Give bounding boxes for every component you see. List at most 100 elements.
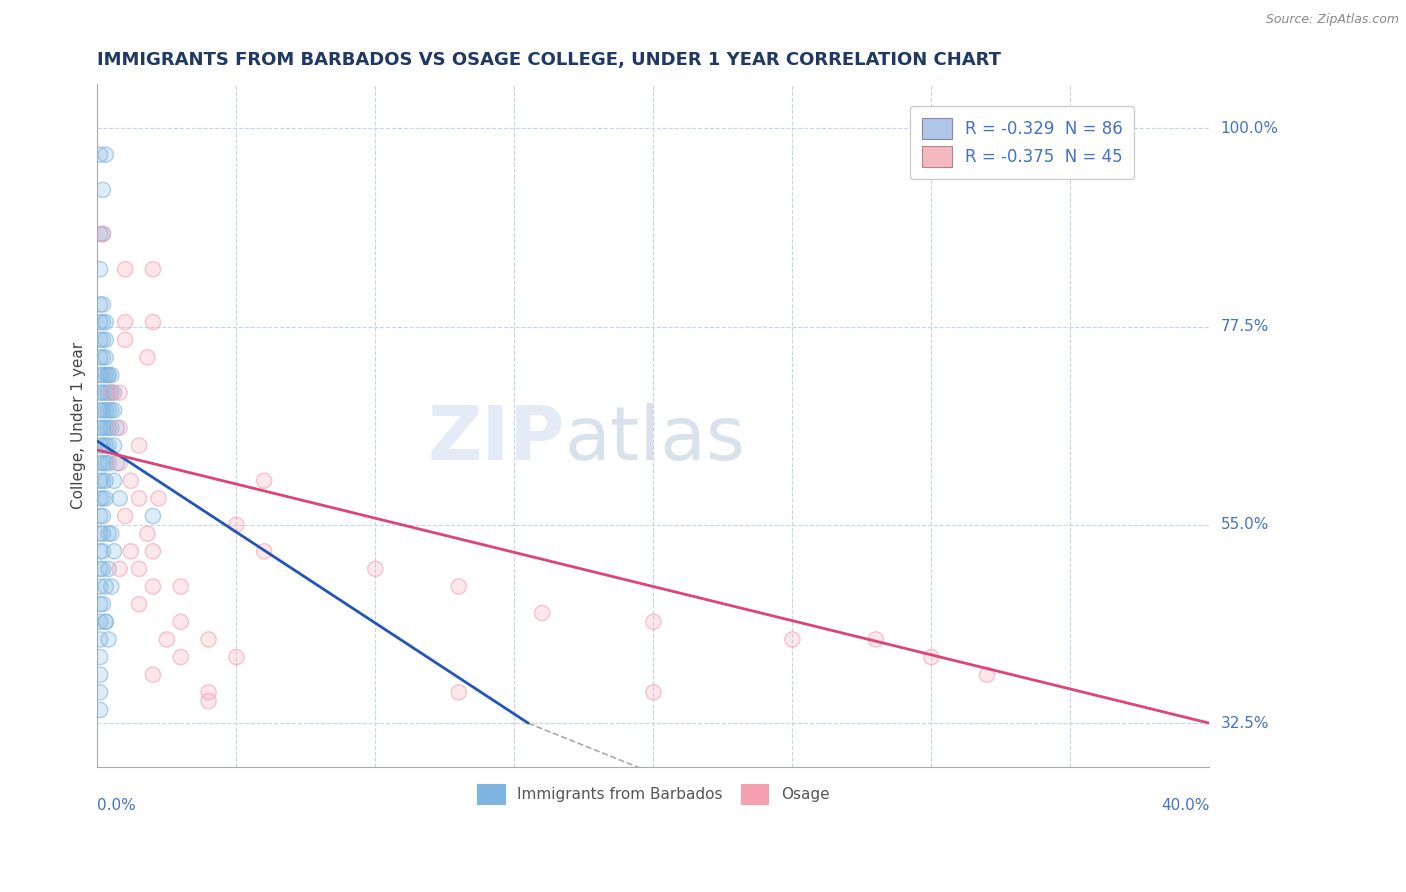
Point [97, 632, 120, 647]
Point [97, 385, 120, 400]
Point [89, 438, 111, 452]
Text: 100.0%: 100.0% [1220, 120, 1278, 136]
Point [89, 385, 111, 400]
Point [364, 562, 387, 576]
Point [105, 456, 128, 470]
Point [103, 544, 125, 558]
Point [128, 491, 150, 506]
Text: 0.0%: 0.0% [97, 797, 136, 813]
Point [94, 615, 117, 629]
Point [91, 597, 114, 611]
Text: 77.5%: 77.5% [1220, 319, 1268, 334]
Point [108, 491, 131, 506]
Point [97, 421, 120, 435]
Point [105, 456, 128, 470]
Point [89, 297, 111, 311]
Point [94, 615, 117, 629]
Point [103, 438, 125, 452]
Point [170, 650, 193, 665]
Point [91, 183, 114, 197]
Point [197, 685, 219, 699]
Point [103, 403, 125, 417]
Point [91, 403, 114, 417]
Point [136, 526, 159, 541]
Point [89, 147, 111, 161]
Point [89, 632, 111, 647]
Text: ZIP: ZIP [427, 403, 564, 475]
Point [91, 297, 114, 311]
Point [89, 438, 111, 452]
Point [91, 526, 114, 541]
Point [94, 351, 117, 365]
Point [447, 685, 470, 699]
Point [89, 385, 111, 400]
Point [108, 456, 131, 470]
Point [114, 315, 136, 329]
Point [91, 509, 114, 524]
Point [91, 474, 114, 488]
Point [108, 562, 131, 576]
Point [91, 333, 114, 347]
Point [170, 615, 193, 629]
Point [97, 438, 120, 452]
Point [94, 403, 117, 417]
Point [100, 368, 122, 382]
Point [103, 385, 125, 400]
Point [148, 491, 170, 506]
Point [142, 262, 165, 277]
Point [89, 509, 111, 524]
Point [94, 456, 117, 470]
Point [94, 491, 117, 506]
Point [225, 650, 247, 665]
Point [142, 580, 165, 594]
Point [447, 580, 470, 594]
Point [89, 650, 111, 665]
Point [94, 385, 117, 400]
Point [94, 491, 117, 506]
Point [197, 694, 219, 708]
Point [89, 703, 111, 717]
Point [170, 615, 193, 629]
Point [89, 421, 111, 435]
Point [142, 544, 165, 558]
Point [89, 615, 111, 629]
Point [89, 227, 111, 241]
Point [97, 456, 120, 470]
Point [94, 385, 117, 400]
Point [89, 667, 111, 681]
Point [89, 526, 111, 541]
Point [91, 351, 114, 365]
Point [100, 580, 122, 594]
Point [142, 509, 165, 524]
Point [100, 421, 122, 435]
Point [91, 403, 114, 417]
Point [91, 438, 114, 452]
Point [142, 667, 165, 681]
Point [108, 456, 131, 470]
Point [94, 333, 117, 347]
Point [643, 615, 665, 629]
Text: Source: ZipAtlas.com: Source: ZipAtlas.com [1265, 13, 1399, 27]
Point [91, 368, 114, 382]
Point [114, 262, 136, 277]
Point [89, 421, 111, 435]
Point [89, 650, 111, 665]
Point [89, 262, 111, 277]
Point [94, 147, 117, 161]
Point [100, 385, 122, 400]
Point [128, 491, 150, 506]
Point [91, 227, 114, 241]
Point [94, 315, 117, 329]
Point [91, 333, 114, 347]
Point [89, 456, 111, 470]
Point [108, 421, 131, 435]
Point [197, 685, 219, 699]
Point [976, 667, 998, 681]
Point [136, 351, 159, 365]
Point [142, 315, 165, 329]
Point [94, 147, 117, 161]
Point [253, 544, 276, 558]
Point [97, 403, 120, 417]
Point [89, 315, 111, 329]
Point [643, 685, 665, 699]
